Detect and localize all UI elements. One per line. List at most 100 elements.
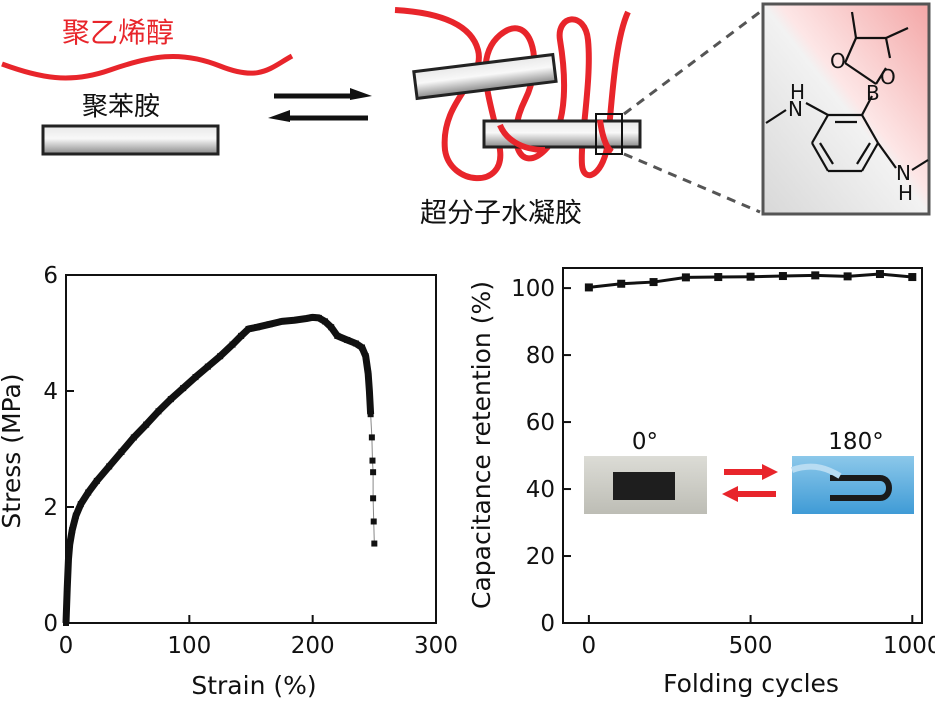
chart1-point — [63, 620, 69, 626]
chart2-point — [584, 283, 593, 292]
capacitance-chart: 0 500 1000 0 20 40 60 80 100 Folding cycles Capa… — [467, 267, 935, 698]
chart1-point — [106, 463, 113, 470]
chart2-ylabel: Capacitance retention (%) — [467, 281, 496, 609]
inset: 0° 180° — [584, 429, 914, 514]
stress-strain-chart: 0 100 200 300 0 2 4 6 Strain (%) Stress (MPa) — [0, 263, 458, 700]
chart1-point — [77, 501, 84, 508]
chart1-point — [65, 556, 72, 563]
chart2-xtick-label: 1000 — [883, 633, 935, 659]
chart1-point — [365, 370, 372, 377]
pva-chain — [1, 53, 294, 81]
nitrogen-atom-top: N — [788, 97, 803, 121]
chart1-point — [72, 512, 79, 519]
equilibrium-arrows — [268, 88, 372, 122]
chart1-point — [238, 332, 245, 339]
chart1-point — [118, 448, 125, 455]
chart2-point — [875, 270, 884, 279]
chart2-ytick-label: 60 — [526, 410, 555, 436]
chart1-xtick-label: 0 — [59, 633, 74, 659]
chart1-point — [85, 489, 92, 496]
chart1-point — [366, 388, 373, 394]
chart2-point — [617, 279, 626, 288]
chart1-point — [64, 585, 71, 592]
hydrogen-atom-bottom: H — [898, 181, 913, 205]
chart1-point — [370, 469, 377, 476]
reversible-arrows — [722, 464, 778, 502]
chart2-ytick-label: 20 — [526, 544, 555, 570]
chart1-point — [69, 527, 76, 534]
chart1-point — [322, 318, 328, 325]
chart1-point — [328, 324, 335, 331]
chart2-point — [778, 272, 787, 281]
chart1-xtick-label: 300 — [414, 633, 458, 659]
chart1-ytick-label: 2 — [43, 495, 58, 521]
chart1-point — [143, 421, 150, 428]
chart1-xtick-label: 100 — [167, 633, 211, 659]
hydrogel-label: 超分子水凝胶 — [420, 198, 582, 229]
chart1-ytick-label: 6 — [43, 263, 58, 289]
chart1-ytick-label: 4 — [43, 379, 58, 405]
nitrogen-atom-bottom: N — [896, 161, 911, 185]
schematic: 聚乙烯醇 聚苯胺 超分子水凝胶 — [1, 2, 931, 229]
chart1-point — [155, 408, 162, 415]
inset-label-180deg: 180° — [828, 429, 883, 455]
pani-label: 聚苯胺 — [82, 92, 160, 122]
chart1-point — [254, 324, 261, 331]
chart2-ytick-label: 80 — [526, 343, 555, 369]
chart1-point — [362, 353, 369, 360]
chart2-point — [714, 273, 723, 282]
inset-label-0deg: 0° — [632, 429, 658, 455]
chart2-frame — [562, 267, 923, 624]
oxygen-atom-2: O — [880, 65, 896, 89]
pva-label: 聚乙烯醇 — [62, 16, 174, 49]
chart1-point — [369, 457, 376, 464]
chart1-point — [167, 396, 174, 403]
chart2-xlabel: Folding cycles — [663, 669, 839, 698]
chart2-point — [681, 273, 690, 282]
chart1-point — [315, 314, 322, 321]
chart1-point — [217, 353, 224, 360]
chart1-point — [192, 374, 199, 381]
chart2-ytick-label: 100 — [511, 276, 555, 302]
chart1-point — [359, 344, 365, 351]
chart1-point — [334, 332, 341, 339]
chart1-point — [93, 477, 100, 484]
chart2-xtick-label: 0 — [582, 633, 597, 659]
pani-rod-tilted — [412, 52, 558, 101]
chart2-point — [908, 273, 917, 282]
chart1-point — [291, 317, 298, 324]
chart1-point — [266, 321, 273, 328]
chart1-point — [229, 341, 236, 348]
chart1-point — [303, 315, 310, 322]
chart2-ytick-label: 40 — [526, 477, 555, 503]
chart1-ylabel: Stress (MPa) — [0, 373, 26, 528]
chart1-point — [367, 411, 374, 418]
stress-strain-curve — [62, 313, 375, 624]
chart2-point — [843, 272, 852, 281]
chart1-point — [370, 518, 377, 525]
chart2-ytick-label: 0 — [540, 611, 555, 637]
chart1-point — [371, 540, 378, 547]
chart1-frame — [65, 274, 437, 624]
hydrogel-illustration — [394, 7, 761, 214]
chart1-xlabel: Strain (%) — [191, 671, 316, 700]
chart1-point — [278, 318, 285, 325]
chart1-point — [368, 434, 375, 441]
chart2-point — [746, 272, 755, 281]
chart2-point — [811, 271, 820, 280]
chart1-point — [130, 434, 137, 441]
chart1-point — [245, 325, 252, 332]
chart2-xtick-label: 500 — [729, 633, 773, 659]
chart1-point — [370, 495, 377, 502]
hydrogen-atom-top: H — [790, 80, 805, 104]
boron-atom: B — [866, 81, 880, 105]
oxygen-atom-1: O — [830, 49, 846, 73]
pani-rod-bottom — [482, 119, 642, 149]
zoom-box — [595, 113, 623, 155]
chart1-xtick-label: 200 — [291, 633, 335, 659]
chart1-point — [344, 336, 351, 343]
pani-rod — [41, 124, 220, 156]
molecule-panel: O O B N H N H — [761, 2, 931, 216]
chart2-point — [649, 278, 658, 287]
